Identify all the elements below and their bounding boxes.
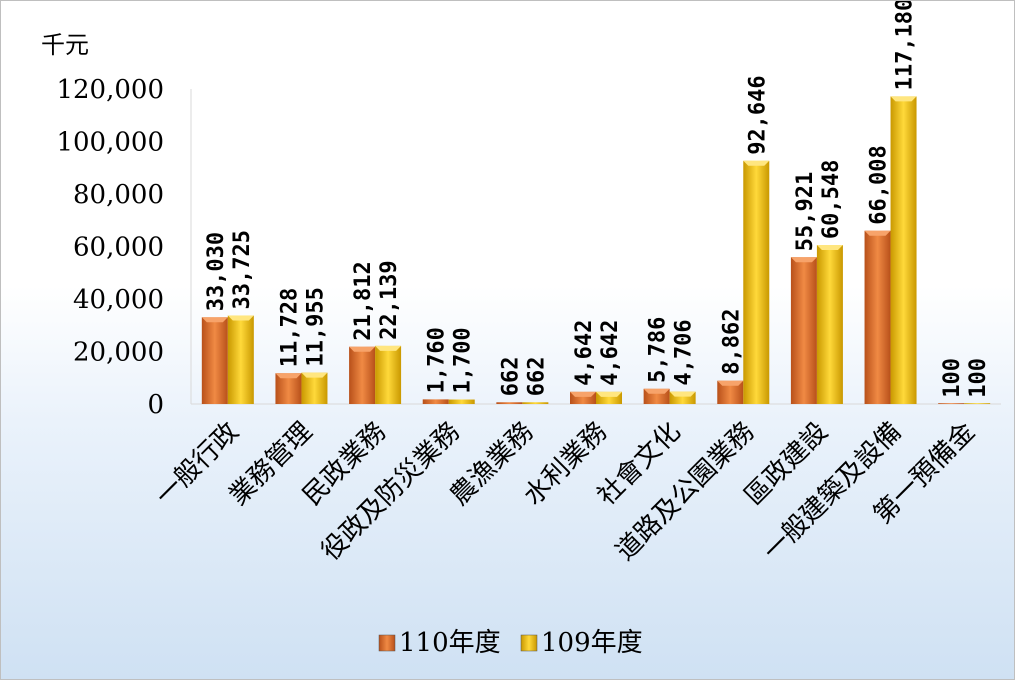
bar xyxy=(717,381,743,404)
bar xyxy=(964,403,990,404)
data-label: 8,862 xyxy=(719,309,744,375)
bar-body xyxy=(964,403,990,404)
data-label: 21,812 xyxy=(351,261,376,340)
bar xyxy=(743,161,769,404)
data-label: 22,139 xyxy=(377,260,402,339)
y-tick-label: 60,000 xyxy=(73,233,164,263)
data-label: 92,646 xyxy=(745,75,770,154)
data-label: 100 xyxy=(940,358,965,398)
legend-label: 109年度 xyxy=(541,628,643,658)
bar xyxy=(423,399,449,404)
y-tick-label: 40,000 xyxy=(73,285,164,315)
data-label: 117,180 xyxy=(893,1,918,90)
bar-body xyxy=(375,346,401,404)
y-tick-label: 20,000 xyxy=(73,338,164,368)
legend-label: 110年度 xyxy=(399,628,501,658)
y-tick-label: 80,000 xyxy=(73,180,164,210)
y-tick-label: 0 xyxy=(147,390,164,420)
bar-body xyxy=(865,231,891,404)
y-tick-label: 120,000 xyxy=(56,75,164,105)
bar xyxy=(670,392,696,404)
bar xyxy=(865,231,891,404)
data-label: 1,700 xyxy=(451,327,476,393)
bar-body xyxy=(423,399,449,404)
data-label: 4,642 xyxy=(572,320,597,386)
bar xyxy=(891,96,917,404)
data-label: 5,786 xyxy=(646,317,671,383)
bar-body xyxy=(228,315,254,404)
bar xyxy=(375,346,401,404)
bar xyxy=(349,347,375,404)
data-label: 33,030 xyxy=(204,232,229,311)
legend: 110年度 109年度 xyxy=(379,628,643,658)
legend-swatch xyxy=(521,635,537,651)
y-tick-label: 100,000 xyxy=(56,128,164,158)
bar-body xyxy=(743,161,769,404)
bar xyxy=(570,392,596,404)
data-label: 1,760 xyxy=(425,327,450,393)
data-label: 66,008 xyxy=(867,145,892,224)
bar-body xyxy=(938,403,964,404)
bar xyxy=(202,317,228,404)
bar-body xyxy=(791,257,817,404)
unit-label: 千元 xyxy=(41,31,89,59)
bar xyxy=(275,373,301,404)
data-label: 33,725 xyxy=(230,230,255,309)
data-label: 662 xyxy=(524,357,549,397)
bar xyxy=(522,402,548,404)
data-label: 11,955 xyxy=(303,287,328,366)
bar-body xyxy=(891,96,917,404)
data-label: 662 xyxy=(498,357,523,397)
data-label: 11,728 xyxy=(277,288,302,367)
data-label: 4,642 xyxy=(598,320,623,386)
bar xyxy=(496,402,522,404)
data-label: 55,921 xyxy=(793,172,818,251)
bar-body xyxy=(349,347,375,404)
bar-body xyxy=(522,402,548,404)
bar xyxy=(644,389,670,404)
bar-body xyxy=(817,245,843,404)
bar xyxy=(228,315,254,404)
bar xyxy=(596,392,622,404)
data-label: 60,548 xyxy=(819,160,844,239)
bar xyxy=(791,257,817,404)
bar-body xyxy=(202,317,228,404)
data-label: 100 xyxy=(966,358,991,398)
x-axis-categories: 一般行政業務管理民政業務役政及防災業務農漁業務水利業務社會文化道路及公園業務區政… xyxy=(150,417,981,567)
bar xyxy=(301,373,327,404)
legend-swatch xyxy=(379,635,395,651)
bar-body xyxy=(449,400,475,404)
bar xyxy=(817,245,843,404)
data-label: 4,706 xyxy=(672,319,697,385)
bar xyxy=(449,400,475,404)
bar-body xyxy=(496,402,522,404)
bar xyxy=(938,403,964,404)
